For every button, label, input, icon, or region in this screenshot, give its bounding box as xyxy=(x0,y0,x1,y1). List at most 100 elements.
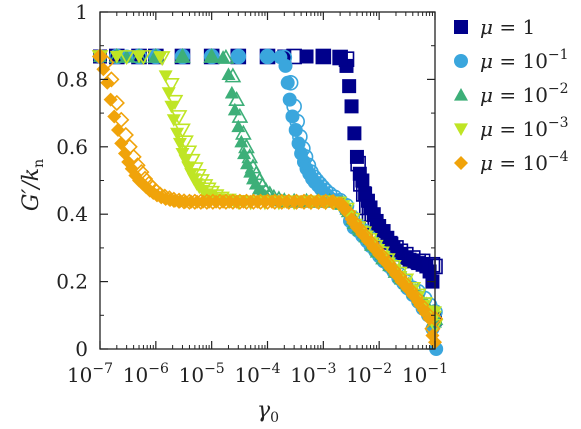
data-point-open xyxy=(98,54,115,71)
data-point-filled xyxy=(316,194,331,209)
data-point-filled xyxy=(316,49,331,64)
data-point-filled xyxy=(231,49,246,64)
data-point-filled xyxy=(175,49,190,63)
data-point-open xyxy=(207,189,225,205)
axes: 10−7 10−6 10−5 10−4 10−3 10−2 10−1 0 0.2 0.4 0.6 0.… xyxy=(56,0,448,387)
data-point-open xyxy=(228,90,245,107)
x-tick-label: 10−2 xyxy=(346,361,392,387)
data-point-open xyxy=(424,256,441,273)
data-point-open xyxy=(217,193,235,210)
data-point-open xyxy=(174,123,191,139)
data-point-open xyxy=(118,50,135,66)
data-point-open xyxy=(317,193,334,210)
series-5 xyxy=(91,48,444,350)
data-point-open xyxy=(310,193,327,210)
data-point-open xyxy=(424,320,441,337)
legend-label: μ = 10−3 xyxy=(480,115,569,141)
data-point-open xyxy=(175,193,193,210)
data-point-open xyxy=(192,193,209,210)
data-point-open xyxy=(203,47,221,63)
data-point-open xyxy=(295,140,311,157)
x-tick-label: 10−5 xyxy=(179,361,225,387)
data-point-open xyxy=(224,193,242,210)
data-point-filled xyxy=(166,114,181,127)
data-point-open xyxy=(418,305,436,322)
data-point-filled xyxy=(260,49,275,64)
data-point-open xyxy=(241,148,259,164)
data-point-open xyxy=(350,155,366,172)
data-point-open xyxy=(161,190,178,207)
y-tick-label: 0.8 xyxy=(56,67,88,91)
data-point-open xyxy=(103,71,120,88)
data-point-open xyxy=(259,48,276,65)
x-axis-title: γ0 xyxy=(257,398,279,426)
data-point-filled xyxy=(103,92,118,107)
data-point-open xyxy=(402,281,419,299)
data-point-filled xyxy=(221,67,236,80)
data-point-open xyxy=(117,126,134,144)
data-point-open xyxy=(404,250,421,266)
y-tick-label: 0 xyxy=(75,337,88,361)
data-point-open xyxy=(325,193,342,211)
chart-marks xyxy=(91,47,444,356)
data-point-filled xyxy=(132,50,147,64)
data-point-filled xyxy=(344,99,359,114)
y-tick-label: 0.4 xyxy=(56,202,88,226)
data-point-filled xyxy=(280,75,295,90)
legend-marker xyxy=(454,54,468,68)
data-point-open xyxy=(186,193,203,210)
data-point-filled xyxy=(164,100,179,114)
data-point-filled xyxy=(294,194,309,209)
data-point-open xyxy=(170,192,188,209)
data-point-open xyxy=(177,135,194,151)
data-point-filled xyxy=(109,50,124,64)
data-point-filled xyxy=(204,49,219,63)
data-point-open xyxy=(238,193,255,210)
data-point-open xyxy=(380,254,397,272)
data-point-open xyxy=(113,111,130,128)
data-point-open xyxy=(231,107,249,123)
data-point-open xyxy=(224,67,242,83)
data-point-open xyxy=(230,48,247,65)
data-point-filled xyxy=(342,79,357,94)
data-point-open xyxy=(273,193,290,210)
data-point-filled xyxy=(158,70,173,84)
legend-marker xyxy=(454,123,468,136)
y-tick-label: 0.6 xyxy=(56,135,88,159)
legend-marker xyxy=(454,156,468,170)
data-point-open xyxy=(414,253,431,270)
legend: μ = 1 μ = 10−1 μ = 10−2 μ = 10−3 μ = 10−4 xyxy=(454,15,569,175)
data-point-open xyxy=(266,193,283,210)
data-point-open xyxy=(156,188,173,205)
data-point-open xyxy=(297,149,314,165)
data-point-filled xyxy=(271,194,286,209)
data-point-filled xyxy=(347,126,362,141)
x-tick-label: 10−4 xyxy=(234,361,280,387)
legend-label: μ = 10−1 xyxy=(480,47,569,73)
data-point-open xyxy=(170,110,188,126)
data-point-open xyxy=(125,148,142,166)
data-point-open xyxy=(282,74,299,91)
data-point-open xyxy=(238,138,255,154)
legend-label: μ = 10−4 xyxy=(480,149,569,175)
data-point-open xyxy=(181,193,198,210)
data-point-open xyxy=(346,214,363,231)
x-tick-label: 10−3 xyxy=(290,361,336,387)
data-point-open xyxy=(367,216,384,233)
data-point-open xyxy=(231,193,249,210)
legend-marker xyxy=(454,88,468,101)
data-point-open xyxy=(340,204,357,221)
data-point-open xyxy=(280,193,297,210)
data-point-open xyxy=(363,234,380,251)
x-tick-label: 10−6 xyxy=(123,361,169,387)
data-point-open xyxy=(245,193,262,210)
x-tick-label: 10−1 xyxy=(402,361,448,387)
legend-label: μ = 10−2 xyxy=(480,81,569,107)
data-point-open xyxy=(292,128,308,145)
data-point-open xyxy=(174,47,191,63)
data-point-open xyxy=(129,157,146,174)
data-point-open xyxy=(211,193,228,210)
y-tick-label: 0.2 xyxy=(56,270,88,294)
data-point-open xyxy=(338,51,355,67)
data-point-filled xyxy=(107,109,122,124)
